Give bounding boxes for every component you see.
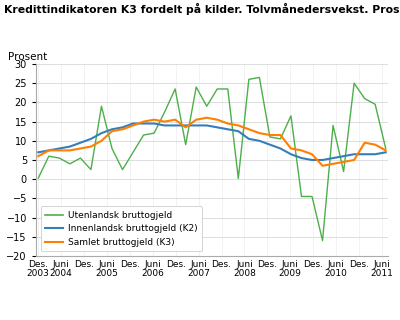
Text: Kredittindikatoren K3 fordelt på kilder. Tolvmånedersvekst. Prosent: Kredittindikatoren K3 fordelt på kilder.… [4,3,400,15]
Text: Juni: Juni [236,260,253,269]
Text: Des.: Des. [120,260,140,269]
Text: Juni: Juni [190,260,207,269]
Text: 2007: 2007 [187,269,210,278]
Text: Des.: Des. [349,260,369,269]
Text: 2004: 2004 [50,269,72,278]
Text: Des.: Des. [303,260,323,269]
Text: 2005: 2005 [96,269,118,278]
Text: Juni: Juni [99,260,115,269]
Text: Des.: Des. [28,260,48,269]
Text: Des.: Des. [257,260,277,269]
Text: 2011: 2011 [370,269,393,278]
Text: Des.: Des. [212,260,232,269]
Text: Des.: Des. [166,260,186,269]
Text: Juni: Juni [328,260,344,269]
Text: Des.: Des. [74,260,94,269]
Text: 2008: 2008 [233,269,256,278]
Text: Juni: Juni [374,260,390,269]
Text: Prosent: Prosent [8,52,47,62]
Text: 2003: 2003 [27,269,50,278]
Text: Juni: Juni [282,260,299,269]
Legend: Utenlandsk bruttogjeld, Innenlandsk bruttogjeld (K2), Samlet bruttogjeld (K3): Utenlandsk bruttogjeld, Innenlandsk brut… [40,206,202,252]
Text: 2010: 2010 [325,269,348,278]
Text: 2006: 2006 [141,269,164,278]
Text: 2009: 2009 [279,269,302,278]
Text: Juni: Juni [144,260,161,269]
Text: Juni: Juni [53,260,70,269]
